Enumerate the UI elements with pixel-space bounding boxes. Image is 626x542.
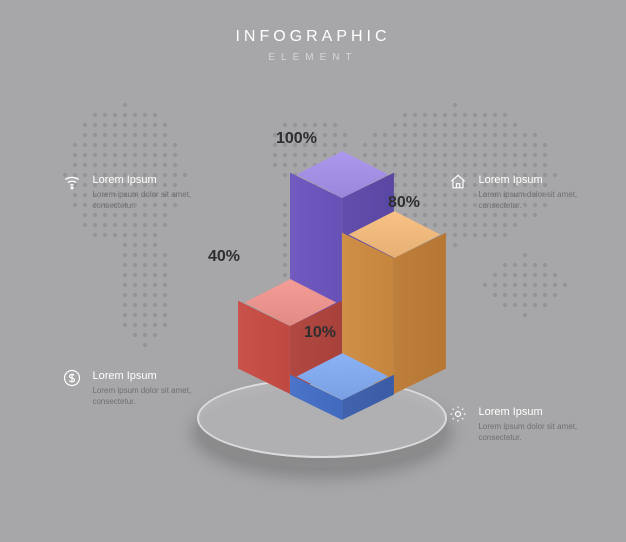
page-title: INFOGRAPHIC bbox=[0, 28, 626, 46]
token-wifi: Lorem Ipsum Lorem ipsum dolor sit amet, … bbox=[62, 172, 222, 212]
bar-red-label: 40% bbox=[208, 248, 240, 266]
bar-blue bbox=[290, 400, 394, 420]
token-house-body: Lorem ipsum dolor sit amet, consectetur. bbox=[478, 190, 598, 212]
page-subtitle: ELEMENT bbox=[0, 52, 626, 63]
house-icon bbox=[448, 172, 468, 192]
token-gear: Lorem Ipsum Lorem ipsum dolor sit amet, … bbox=[448, 404, 608, 444]
token-gear-title: Lorem Ipsum bbox=[478, 406, 598, 418]
token-dollar-body: Lorem ipsum dolor sit amet, consectetur. bbox=[92, 386, 212, 408]
dollar-icon bbox=[62, 368, 82, 388]
token-house: Lorem Ipsum Lorem ipsum dolor sit amet, … bbox=[448, 172, 608, 212]
token-house-title: Lorem Ipsum bbox=[478, 174, 598, 186]
gear-icon bbox=[448, 404, 468, 424]
bar-purple-label: 100% bbox=[276, 130, 317, 148]
bar-orange-right bbox=[394, 233, 446, 394]
token-gear-body: Lorem ipsum dolor sit amet, consectetur. bbox=[478, 422, 598, 444]
infographic-stage: INFOGRAPHIC ELEMENT 40% 100% 10% 80% Lorem … bbox=[0, 0, 626, 542]
bar-orange-label: 80% bbox=[388, 194, 420, 212]
token-dollar: Lorem Ipsum Lorem ipsum dolor sit amet, … bbox=[62, 368, 222, 408]
token-wifi-body: Lorem ipsum dolor sit amet, consectetur. bbox=[92, 190, 212, 212]
token-dollar-title: Lorem Ipsum bbox=[92, 370, 212, 382]
wifi-icon bbox=[62, 172, 82, 192]
bar-blue-label: 10% bbox=[304, 324, 336, 342]
token-wifi-title: Lorem Ipsum bbox=[92, 174, 212, 186]
